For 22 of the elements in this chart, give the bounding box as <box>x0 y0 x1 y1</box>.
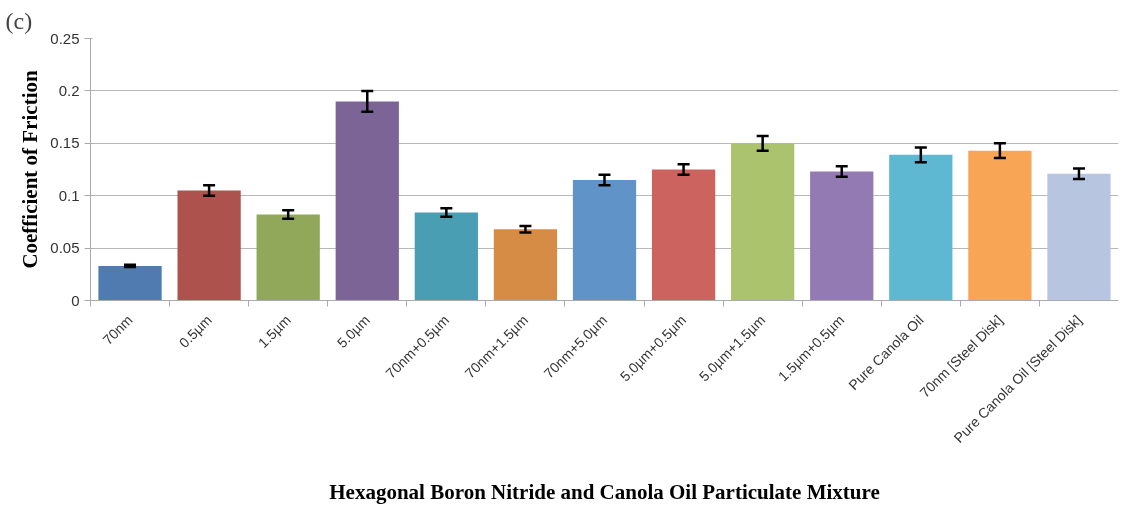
bar <box>651 169 716 301</box>
bar <box>810 171 874 301</box>
bar <box>335 101 399 301</box>
bar <box>256 214 320 301</box>
bar <box>731 143 795 301</box>
bar <box>177 190 241 301</box>
bar <box>1047 173 1111 301</box>
y-tick-label: 0.1 <box>58 186 80 204</box>
y-tick-label: 0.25 <box>50 29 80 47</box>
x-axis-title: Hexagonal Boron Nitride and Canola Oil Particulate Mixture <box>329 479 880 504</box>
y-axis-title: Coefficient of Friction <box>18 70 43 269</box>
y-tick-label: 0.2 <box>58 81 80 99</box>
bar <box>572 179 637 301</box>
y-tick-label: 0.05 <box>50 239 80 257</box>
bar <box>968 150 1032 301</box>
bar <box>414 212 478 301</box>
y-tick-label: 0.15 <box>50 134 80 152</box>
y-tick-label: 0 <box>71 291 80 309</box>
bar <box>98 265 162 301</box>
bar <box>889 154 953 301</box>
bar <box>493 229 558 301</box>
text: (c) <box>5 7 33 34</box>
